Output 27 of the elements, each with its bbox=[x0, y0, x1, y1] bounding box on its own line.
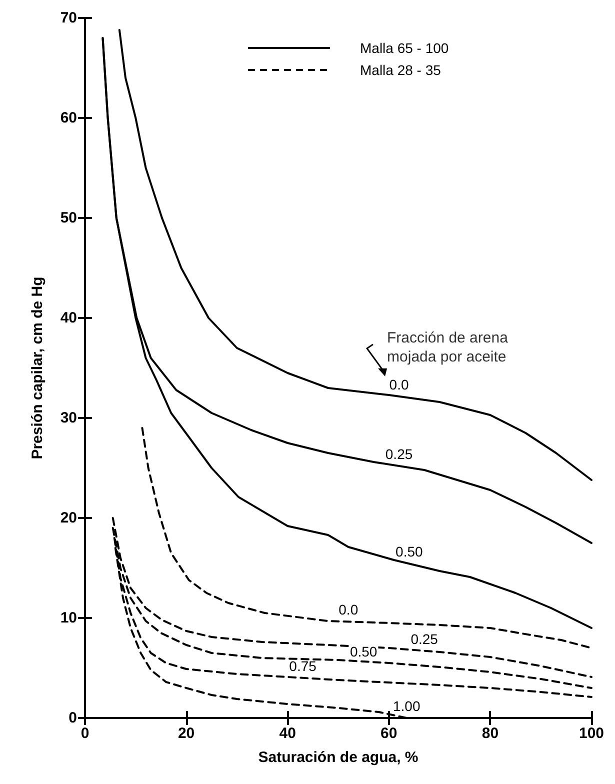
y-tick-label: 20 bbox=[60, 510, 77, 526]
y-tick-label: 70 bbox=[60, 10, 77, 26]
annotation: Malla 65 - 100 bbox=[360, 40, 449, 56]
y-tick-label: 10 bbox=[60, 610, 77, 626]
series-label: 0.25 bbox=[385, 446, 413, 462]
y-tick-label: 30 bbox=[60, 410, 77, 426]
series-label: 1.00 bbox=[392, 698, 420, 714]
x-tick-label: 100 bbox=[578, 725, 604, 742]
y-axis-title: Presión capilar, cm de Hg bbox=[29, 276, 46, 460]
y-tick-label: 50 bbox=[60, 210, 77, 226]
annotation: Fracción de arena mojada por aceite bbox=[387, 329, 512, 366]
x-tick-label: 40 bbox=[279, 725, 296, 742]
y-tick-label: 40 bbox=[60, 310, 77, 326]
series-label: 0.50 bbox=[396, 544, 423, 560]
legend-label: 0.0 bbox=[389, 376, 409, 392]
annotation: Malla 28 - 35 bbox=[360, 62, 442, 78]
y-tick-label: 60 bbox=[60, 110, 77, 126]
x-tick-label: 80 bbox=[482, 725, 499, 742]
y-tick-label: 0 bbox=[68, 710, 77, 726]
series-label: 0.0 bbox=[338, 602, 358, 618]
x-axis-title: Saturación de agua, % bbox=[258, 749, 418, 766]
x-tick-label: 20 bbox=[178, 725, 195, 742]
series-label: 0.25 bbox=[410, 630, 438, 647]
series-label: 0.50 bbox=[350, 644, 378, 660]
x-tick-label: 0 bbox=[80, 725, 90, 742]
x-tick-label: 60 bbox=[380, 725, 398, 742]
series-label: 0.75 bbox=[289, 658, 317, 674]
